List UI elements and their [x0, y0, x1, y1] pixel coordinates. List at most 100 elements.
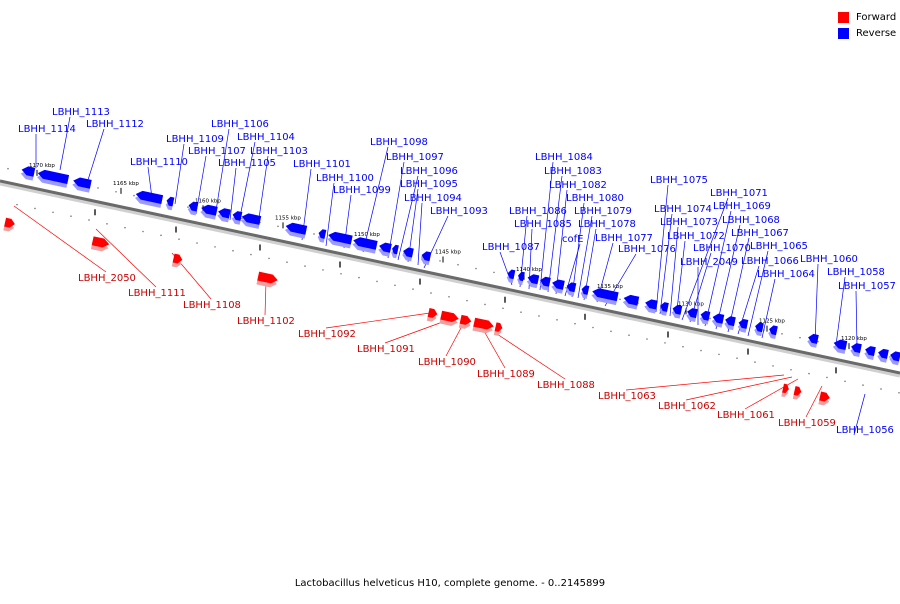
scale-dot: [268, 257, 270, 260]
reverse-gene-17-body: [421, 251, 432, 262]
reverse-gene-25-body: [592, 288, 619, 302]
reverse-gene-13: [352, 237, 378, 254]
gene-label-lbhh-1101: LBHH_1101: [293, 159, 351, 170]
reverse-gene-10: [284, 222, 308, 239]
scale-dot: [448, 295, 450, 298]
forward-gene-10-body: [793, 386, 802, 396]
reverse-swatch: [838, 27, 849, 39]
scale-dot: [880, 388, 882, 390]
leader-lbhh-1061: [744, 378, 799, 410]
leader-lbhh-1063: [625, 374, 785, 391]
scale-dot: [772, 365, 774, 367]
leader-lbhh-1109: [174, 143, 185, 205]
leader-lbhh-1100: [325, 182, 335, 247]
scale-dot: [277, 225, 279, 228]
forward-gene-3-body: [257, 271, 278, 284]
scale-dot: [52, 211, 54, 214]
gene-label-lbhh-1072: LBHH_1072: [667, 231, 725, 242]
leader-lbhh-1103: [257, 155, 269, 226]
gene-label-lbhh-1060: LBHH_1060: [800, 254, 858, 265]
gene-label-lbhh-1108: LBHH_1108: [183, 300, 241, 311]
gene-label-lbhh-1102: LBHH_1102: [237, 316, 295, 327]
reverse-gene-4-body: [166, 196, 175, 207]
reverse-gene-0-body: [21, 166, 36, 177]
gene-label-lbhh-1111: LBHH_1111: [128, 288, 186, 299]
tick-label-1125-kbp: 1125 kbp: [759, 319, 785, 325]
reverse-gene-34: [737, 319, 749, 333]
reverse-gene-31-body: [700, 310, 711, 321]
scale-dot: [160, 234, 162, 237]
reverse-gene-32: [711, 313, 725, 328]
legend-reverse: Reverse: [838, 25, 896, 41]
scale-dot: [754, 361, 756, 363]
tick-label-1160-kbp: 1160 kbp: [195, 198, 221, 204]
scale-dot: [781, 333, 783, 335]
gene-label-lbhh-1096: LBHH_1096: [400, 166, 458, 177]
scale-dot: [574, 322, 576, 325]
scale-dot: [826, 376, 828, 379]
forward-gene-9-body: [782, 383, 789, 394]
gene-label-lbhh-1067: LBHH_1067: [731, 228, 789, 239]
scale-dot: [682, 345, 684, 348]
gene-label-lbhh-1086: LBHH_1086: [509, 206, 567, 217]
tick-label-1120-kbp: 1120 kbp: [841, 336, 867, 342]
reverse-gene-41: [877, 348, 889, 363]
gene-label-lbhh-1091: LBHH_1091: [357, 344, 415, 355]
reverse-gene-39: [850, 343, 862, 357]
reverse-gene-12: [327, 231, 353, 249]
leader-lbhh-1058: [835, 276, 846, 346]
scale-dot: [70, 215, 72, 217]
reverse-gene-14-body: [379, 242, 392, 253]
gene-label-lbhh-1092: LBHH_1092: [298, 329, 356, 340]
reverse-gene-13-body: [353, 237, 378, 250]
gene-label-lbhh-1093: LBHH_1093: [430, 206, 488, 217]
leader-lbhh-1096: [397, 175, 419, 261]
reverse-gene-3: [134, 190, 164, 208]
leader-lbhh-1073: [669, 226, 679, 317]
scale-dot: [664, 342, 666, 344]
forward-gene-4-body: [427, 308, 438, 318]
gene-label-lbhh-1094: LBHH_1094: [404, 193, 462, 204]
gene-label-lbhh-1088: LBHH_1088: [537, 380, 595, 391]
scale-dot: [898, 391, 900, 394]
scale-dot: [34, 207, 36, 210]
forward-gene-0-body: [4, 217, 15, 228]
gene-label-lbhh-1066: LBHH_1066: [741, 256, 799, 267]
gene-label-lbhh-2049: LBHH_2049: [680, 257, 738, 268]
leader-lbhh-1057: [855, 290, 858, 348]
reverse-gene-20: [526, 274, 540, 289]
scale-dot: [718, 353, 720, 356]
scale-dot: [556, 319, 558, 321]
reverse-gene-11-body: [318, 229, 327, 239]
forward-gene-10: [792, 386, 802, 400]
gene-label-lbhh-1103: LBHH_1103: [250, 146, 308, 157]
reverse-gene-39-body: [851, 343, 862, 354]
scale-dot: [142, 230, 144, 233]
gene-label-lbhh-1083: LBHH_1083: [544, 166, 602, 177]
leader-lbhh-1083: [547, 175, 563, 293]
forward-gene-3: [256, 271, 278, 288]
reverse-gene-19: [517, 271, 525, 286]
reverse-gene-2-body: [73, 177, 92, 189]
map-caption: Lactobacillus helveticus H10, complete g…: [294, 578, 606, 589]
scale-dot: [475, 267, 477, 270]
scale-dot: [421, 256, 423, 258]
scale-dot: [430, 292, 432, 294]
reverse-gene-14: [378, 242, 392, 257]
reverse-gene-29-body: [672, 304, 683, 315]
reverse-gene-7: [217, 208, 231, 223]
leader-lbhh-1056: [853, 393, 866, 436]
reverse-gene-19-body: [518, 271, 525, 282]
scale-dot: [241, 217, 243, 220]
leader-lbhh-1113: [59, 116, 71, 171]
scale-dot: [196, 242, 198, 244]
leader-lbhh-1090: [445, 325, 463, 357]
reverse-gene-15: [391, 244, 399, 259]
gene-label-lbhh-1063: LBHH_1063: [598, 391, 656, 402]
forward-gene-6: [458, 314, 472, 329]
reverse-gene-17: [420, 251, 432, 266]
reverse-gene-40: [864, 346, 876, 360]
scale-dot: [439, 260, 441, 262]
leader-lbhh-1068: [715, 224, 741, 330]
reverse-gene-12-body: [328, 231, 353, 245]
